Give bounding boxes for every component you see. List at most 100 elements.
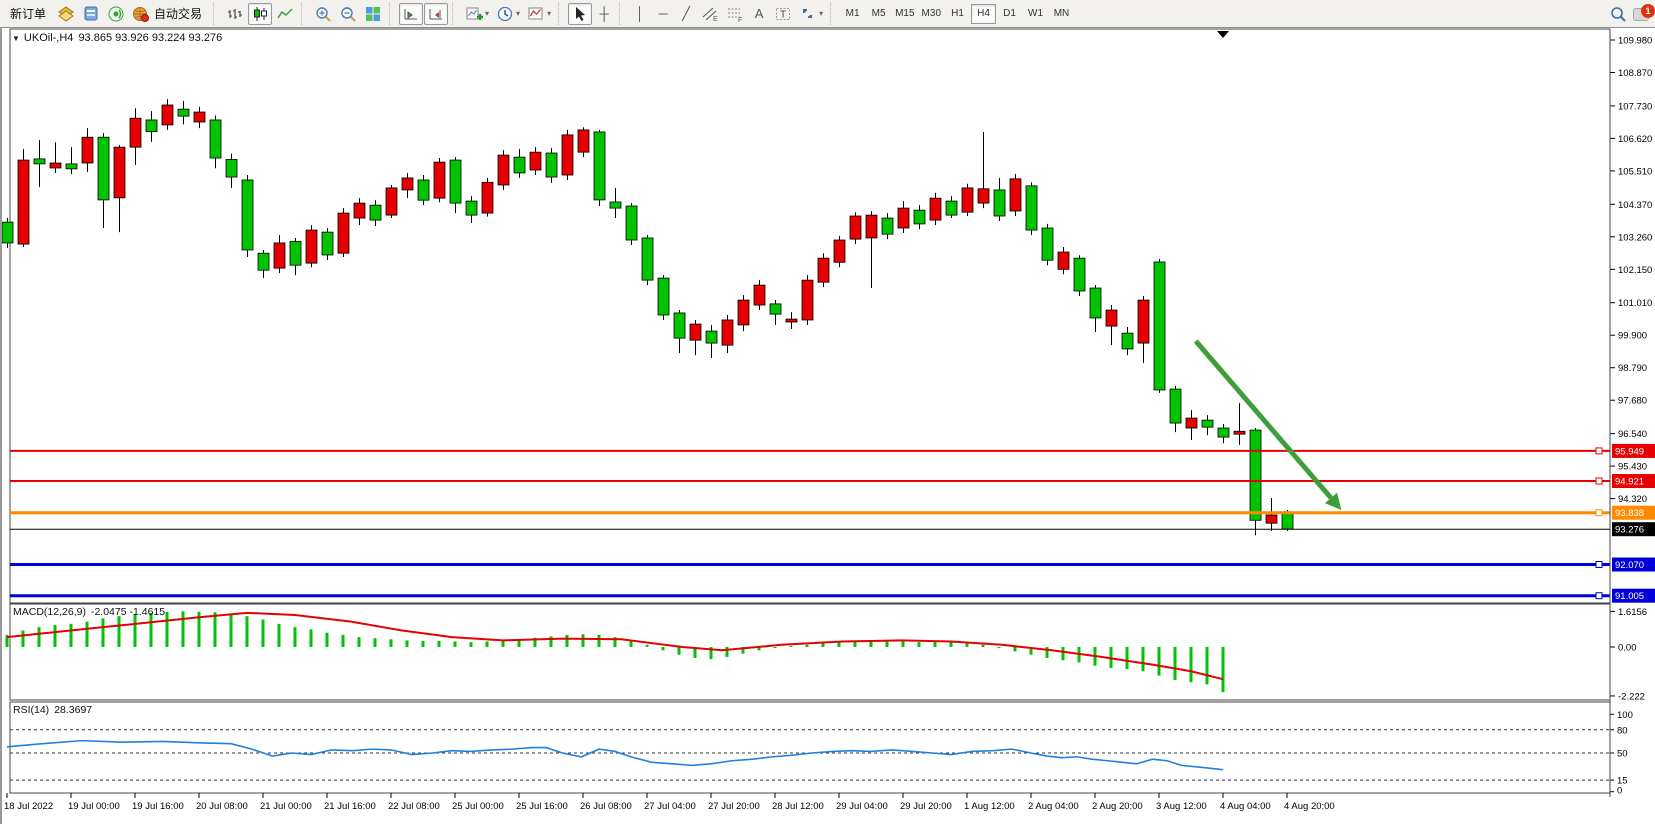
line-chart-icon[interactable] — [273, 3, 297, 25]
tile-windows-icon[interactable] — [361, 3, 385, 25]
horizontal-line-tool[interactable]: ─ — [658, 6, 668, 21]
rsi-panel: 100 80 50 150 — [6, 710, 1633, 797]
new-order-button[interactable]: 新订单 — [3, 3, 53, 25]
price-label-box — [1612, 522, 1655, 537]
svg-text:T: T — [780, 9, 786, 20]
profile-icon[interactable] — [79, 3, 103, 25]
macd-histogram-bar — [661, 647, 665, 651]
dropdown-arrow-icon: ▾ — [516, 9, 521, 18]
candle-body — [1105, 309, 1118, 327]
macd-histogram-bar — [1173, 647, 1177, 681]
notifications-button[interactable]: 1 — [1631, 3, 1655, 25]
candle-body — [1137, 299, 1150, 344]
macd-histogram-bar — [293, 627, 297, 647]
line-handle[interactable] — [1595, 561, 1603, 569]
vertical-line-tool[interactable]: │ — [636, 6, 645, 21]
equidistant-channel-tool[interactable]: E — [698, 3, 722, 25]
macd-histogram-bar — [1029, 647, 1033, 655]
auto-trading-button[interactable]: 自动交易 — [129, 3, 209, 25]
macd-histogram-bar — [261, 619, 265, 647]
candle-body — [337, 212, 350, 254]
macd-histogram-bar — [629, 640, 633, 647]
auto-scroll-icon[interactable] — [399, 2, 424, 25]
timeframe-m1[interactable]: M1 — [845, 8, 860, 19]
toolbar-separator — [301, 2, 307, 25]
crosshair-tool[interactable]: ┼ — [599, 6, 609, 21]
candle-body — [1201, 419, 1214, 428]
timeframe-mn[interactable]: MN — [1053, 8, 1070, 19]
price-label-box — [1612, 443, 1655, 458]
periods-clock-button[interactable]: ▾ — [493, 3, 523, 25]
zoom-out-icon[interactable] — [336, 3, 360, 25]
candle-body — [913, 209, 926, 225]
macd-histogram-bar — [533, 637, 537, 647]
macd-histogram-bar — [149, 612, 153, 647]
arrows-tool[interactable]: ▾ — [796, 3, 826, 25]
macd-histogram-bar — [1205, 647, 1209, 685]
text-label-tool[interactable]: T — [771, 3, 795, 25]
candle-body — [17, 159, 30, 245]
macd-histogram-bar — [453, 641, 457, 647]
macd-histogram-bar — [469, 642, 473, 647]
timeframe-m5[interactable]: M5 — [871, 8, 886, 19]
svg-text:1.6156: 1.6156 — [1618, 607, 1647, 618]
timeframe-h4[interactable]: H4 — [971, 3, 996, 24]
timeframe-d1[interactable]: D1 — [1003, 8, 1016, 19]
toolbar-separator — [389, 2, 395, 25]
candle-body — [529, 151, 542, 171]
zoom-in-icon[interactable] — [311, 3, 335, 25]
templates-button[interactable]: ▾ — [524, 3, 554, 25]
chart-shift-marker[interactable] — [1217, 31, 1229, 38]
chart-shift-icon[interactable] — [424, 2, 449, 25]
search-icon[interactable] — [1606, 3, 1630, 25]
macd-histogram-bar — [981, 644, 985, 647]
line-handle[interactable] — [1595, 592, 1603, 600]
line-handle[interactable] — [1595, 477, 1603, 485]
macd-histogram-bar — [69, 623, 73, 647]
candle-body — [481, 181, 494, 214]
svg-text:95.430: 95.430 — [1618, 462, 1647, 473]
candle-body — [1073, 257, 1086, 292]
macd-histogram-bar — [549, 636, 553, 647]
text-tool[interactable]: A — [754, 6, 764, 21]
down-trend-arrow[interactable] — [1193, 339, 1342, 511]
macd-histogram-bar — [373, 638, 377, 647]
candle-body — [81, 136, 94, 164]
svg-text:0: 0 — [1617, 786, 1622, 797]
macd-histogram-bar — [1045, 647, 1049, 659]
macd-histogram-bar — [197, 611, 201, 647]
candle-body — [65, 163, 78, 170]
fibonacci-tool[interactable]: F — [723, 3, 747, 25]
candlestick-chart-icon[interactable] — [248, 2, 273, 25]
candle-body — [385, 187, 398, 216]
line-handle[interactable] — [1595, 509, 1603, 517]
trend-line-tool[interactable]: ╱ — [682, 6, 690, 21]
timeframe-m15[interactable]: M15 — [895, 8, 915, 19]
charts-icon[interactable] — [54, 3, 78, 25]
macd-values: -2.0475 -1.4615 — [90, 606, 166, 618]
macd-histogram-bar — [917, 642, 921, 647]
macd-histogram-bar — [245, 616, 249, 647]
macd-histogram-bar — [837, 642, 841, 647]
svg-text:93.838: 93.838 — [1615, 508, 1644, 519]
price-chart-canvas[interactable]: 109.980 108.870 107.730 106.620 105.510 104.3… — [2, 28, 1655, 824]
candle-body — [801, 279, 814, 321]
macd-histogram-bar — [757, 647, 761, 651]
sound-icon[interactable] — [104, 3, 128, 25]
cursor-tool[interactable] — [568, 2, 593, 25]
indicators-add-button[interactable]: ▾ — [462, 3, 492, 25]
candle-body — [545, 152, 558, 178]
timeframe-m30[interactable]: M30 — [921, 8, 941, 19]
candle-body — [513, 156, 526, 174]
candle-body — [49, 162, 62, 169]
macd-histogram-bar — [85, 621, 89, 647]
macd-histogram-bar — [277, 623, 281, 647]
timeframe-w1[interactable]: W1 — [1028, 8, 1043, 19]
macd-histogram-bar — [485, 641, 489, 647]
line-handle[interactable] — [1595, 447, 1603, 455]
candle-body — [1281, 511, 1294, 530]
timeframe-h1[interactable]: H1 — [951, 8, 964, 19]
candle-body — [1089, 287, 1102, 319]
bar-chart-icon[interactable] — [223, 3, 247, 25]
candle-body — [1057, 251, 1070, 270]
